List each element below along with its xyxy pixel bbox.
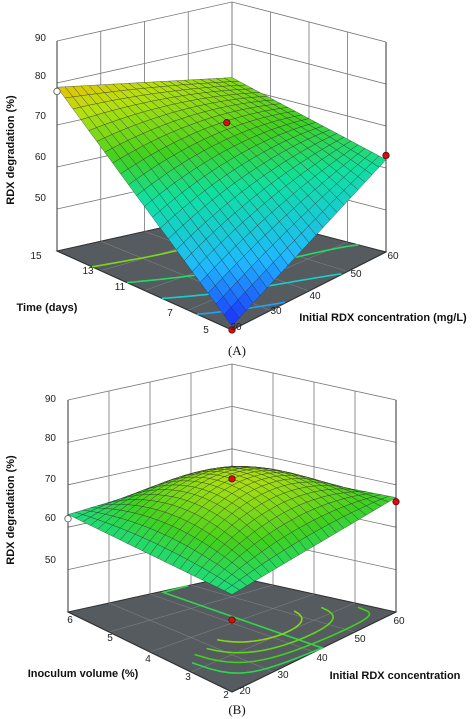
panel-b-z-tick: 80 xyxy=(45,433,57,444)
panel-a-z-tick: 50 xyxy=(35,193,47,204)
panel-a-caption: (A) xyxy=(228,343,246,358)
panel-b-floor-gridline xyxy=(108,584,274,633)
panel-b-data-point xyxy=(228,475,236,483)
panel-b-contour xyxy=(194,606,371,664)
panel-a-x-tick: 60 xyxy=(387,251,399,262)
panel-a-x-tick: 20 xyxy=(230,322,242,333)
panel-b-x-tick: 60 xyxy=(393,616,405,627)
panel-b-x-axis-label: Initial RDX concentration xyxy=(330,670,461,682)
panel-a-y-axis xyxy=(56,250,233,331)
panel-b-contour xyxy=(206,606,334,654)
panel-b-data-point xyxy=(228,616,236,624)
panel-a-y-tick: 5 xyxy=(203,325,209,336)
panel-a-data-point xyxy=(382,151,390,159)
panel-a-surface-facet xyxy=(223,307,240,327)
panel-b-points xyxy=(64,475,400,624)
panel-a-x-tick: 50 xyxy=(350,269,362,280)
panel-a-wall-gridline xyxy=(56,1,387,43)
panel-b: 50 60 70 80 90 6 5 4 3 2 20 30 40 50 60 … xyxy=(5,363,461,717)
panel-a: 50 60 70 80 90 15 13 11 7 5 20 30 40 50 … xyxy=(5,1,467,358)
panel-b-z-tick: 60 xyxy=(45,513,57,524)
panel-a-y-tick: 7 xyxy=(167,308,173,319)
panel-b-x-tick: 30 xyxy=(277,670,289,681)
panel-b-y-tick: 6 xyxy=(67,615,73,626)
panel-b-y-tick: 4 xyxy=(145,654,151,665)
panel-a-data-point xyxy=(223,119,231,127)
panel-a-z-tick: 80 xyxy=(35,71,47,82)
panel-b-caption: (B) xyxy=(228,702,245,717)
panel-b-z-tick: 90 xyxy=(45,394,57,405)
panel-a-z-tick: 70 xyxy=(35,111,47,122)
panel-a-y-tick: 15 xyxy=(30,251,42,262)
panel-a-x-tick: 40 xyxy=(309,291,321,302)
panel-a-x-axis-label: Initial RDX concentration (mg/L) xyxy=(299,312,467,324)
panel-a-y-axis-label: Time (days) xyxy=(17,302,78,314)
panel-a-x-tick: 30 xyxy=(270,306,282,317)
panel-b-x-tick: 50 xyxy=(354,634,366,645)
panel-a-data-point xyxy=(228,326,236,334)
panel-b-z-tick: 50 xyxy=(45,555,57,566)
panel-a-points xyxy=(53,87,390,334)
panel-a-surface xyxy=(56,77,387,327)
panel-b-y-axis-label: Inoculum volume (%) xyxy=(28,668,139,680)
panel-b-contour xyxy=(217,610,303,643)
panel-b-x-tick: 40 xyxy=(316,653,328,664)
panel-b-x-tick: 20 xyxy=(239,686,251,697)
panel-b-z-tick: 70 xyxy=(45,474,57,485)
panel-a-z-tick: 90 xyxy=(35,33,47,44)
panel-b-z-axis-label: RDX degradation (%) xyxy=(5,455,17,565)
panel-a-x-axis xyxy=(231,251,387,331)
panel-b-y-axis xyxy=(67,611,233,693)
panel-a-z-tick: 60 xyxy=(35,152,47,163)
panel-b-data-point xyxy=(64,515,72,523)
panel-a-y-tick: 11 xyxy=(115,282,126,293)
panel-b-surface-facet xyxy=(224,585,240,595)
panel-a-y-tick: 13 xyxy=(82,266,94,277)
panel-b-y-tick: 2 xyxy=(223,690,229,701)
panel-b-y-tick: 3 xyxy=(185,672,191,683)
panel-a-data-point xyxy=(53,87,61,96)
panel-b-contour xyxy=(160,584,325,674)
panel-b-y-tick: 5 xyxy=(107,633,113,644)
panel-b-data-point xyxy=(392,498,400,506)
panel-b-surface xyxy=(67,465,397,595)
panel-a-z-axis-label: RDX degradation (%) xyxy=(5,95,17,205)
